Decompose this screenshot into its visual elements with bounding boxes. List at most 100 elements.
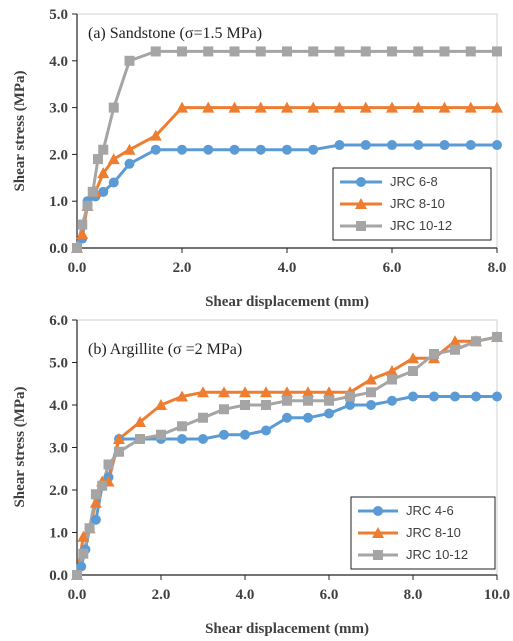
data-point bbox=[386, 101, 398, 113]
data-point bbox=[108, 102, 119, 113]
data-point bbox=[150, 144, 161, 155]
x-tick-label: 10.0 bbox=[484, 587, 510, 603]
data-point bbox=[334, 46, 345, 57]
data-point bbox=[471, 391, 481, 402]
y-tick-label: 5.0 bbox=[49, 356, 68, 372]
x-tick-label: 0.0 bbox=[68, 587, 87, 603]
data-point bbox=[202, 101, 215, 113]
data-point bbox=[97, 167, 110, 179]
data-point bbox=[449, 335, 461, 347]
legend-item-jrc-8-10: JRC 8-10 bbox=[358, 525, 461, 540]
data-point bbox=[72, 243, 82, 253]
legend-label: JRC 6-8 bbox=[390, 174, 438, 189]
data-point bbox=[408, 391, 418, 402]
data-point bbox=[492, 332, 502, 342]
data-point bbox=[464, 101, 477, 113]
data-point bbox=[308, 46, 319, 57]
x-tick-label: 2.0 bbox=[152, 587, 171, 603]
y-tick-label: 5.0 bbox=[49, 7, 68, 23]
legend-marker bbox=[372, 527, 384, 538]
x-tick-label: 6.0 bbox=[383, 260, 402, 276]
data-point bbox=[360, 46, 371, 57]
data-point bbox=[429, 391, 439, 402]
data-point bbox=[281, 101, 293, 113]
data-point bbox=[387, 395, 397, 406]
data-point bbox=[261, 400, 271, 410]
y-ticks: 0.0 1.0 2.0 3.0 4.0 5.0 6.0 bbox=[49, 313, 78, 584]
data-point bbox=[308, 144, 319, 155]
data-point bbox=[123, 143, 136, 155]
data-point bbox=[113, 433, 125, 444]
data-point bbox=[114, 446, 124, 457]
legend-item-jrc-6-8: JRC 6-8 bbox=[340, 174, 438, 189]
data-point bbox=[98, 144, 109, 155]
legend-label: JRC 8-10 bbox=[406, 525, 461, 540]
data-point bbox=[176, 101, 188, 113]
data-point bbox=[97, 480, 108, 491]
data-point bbox=[93, 154, 103, 165]
y-tick-label: 2.0 bbox=[49, 483, 68, 499]
data-point bbox=[366, 387, 376, 398]
data-point bbox=[103, 459, 114, 470]
data-point bbox=[334, 140, 345, 151]
legend-label: JRC 8-10 bbox=[390, 196, 445, 211]
data-point bbox=[255, 46, 266, 57]
legend-marker bbox=[356, 177, 366, 187]
series-line bbox=[75, 49, 497, 249]
x-tick-label: 8.0 bbox=[404, 587, 423, 603]
data-point bbox=[386, 365, 398, 376]
data-point bbox=[438, 101, 451, 113]
legend-item-jrc-10-12: JRC 10-12 bbox=[340, 218, 452, 233]
data-point bbox=[323, 386, 335, 398]
data-point bbox=[302, 386, 314, 398]
data-point bbox=[465, 140, 476, 151]
data-point bbox=[98, 186, 109, 197]
data-point bbox=[281, 386, 293, 398]
y-tick-label: 3.0 bbox=[49, 441, 68, 457]
data-point bbox=[87, 186, 98, 197]
data-point bbox=[156, 429, 166, 440]
x-axis-title: Shear displacement (mm) bbox=[205, 621, 369, 637]
data-point bbox=[124, 55, 135, 66]
data-point bbox=[198, 434, 208, 444]
y-tick-label: 0.0 bbox=[49, 241, 68, 257]
data-point bbox=[345, 391, 355, 402]
data-point bbox=[177, 144, 187, 155]
legend: JRC 6-8 JRC 8-10 JRC 10-12 bbox=[332, 167, 492, 241]
x-ticks: 0.0 2.0 4.0 6.0 8.0 10.0 bbox=[68, 574, 510, 603]
y-tick-label: 1.0 bbox=[49, 526, 68, 542]
y-tick-label: 4.0 bbox=[49, 398, 68, 414]
y-tick-label: 0.0 bbox=[49, 568, 68, 584]
data-point bbox=[76, 561, 87, 572]
data-point bbox=[450, 391, 460, 402]
data-point bbox=[324, 395, 334, 406]
legend-marker bbox=[355, 198, 367, 209]
data-point bbox=[492, 140, 502, 151]
data-point bbox=[345, 400, 355, 410]
y-axis-title: Shear stress (MPa) bbox=[12, 386, 28, 507]
data-point bbox=[177, 46, 187, 57]
data-point bbox=[282, 412, 292, 423]
data-point bbox=[491, 101, 503, 113]
data-point bbox=[134, 416, 146, 427]
legend-label: JRC 10-12 bbox=[390, 218, 452, 233]
data-point bbox=[412, 101, 425, 113]
data-point bbox=[413, 46, 424, 57]
data-point bbox=[90, 489, 101, 500]
data-point bbox=[282, 46, 292, 57]
data-point bbox=[360, 140, 371, 151]
data-point bbox=[72, 570, 82, 580]
data-point bbox=[260, 386, 272, 398]
data-point bbox=[307, 101, 320, 113]
data-point bbox=[439, 46, 450, 57]
data-point bbox=[90, 514, 101, 525]
x-tick-label: 4.0 bbox=[278, 260, 297, 276]
data-point bbox=[218, 386, 230, 398]
data-point bbox=[261, 425, 271, 436]
y-tick-label: 3.0 bbox=[49, 101, 68, 117]
x-ticks: 0.0 2.0 4.0 6.0 8.0 bbox=[68, 247, 506, 276]
data-point bbox=[365, 373, 377, 385]
data-point bbox=[303, 412, 313, 423]
legend-label: JRC 4-6 bbox=[406, 503, 454, 518]
